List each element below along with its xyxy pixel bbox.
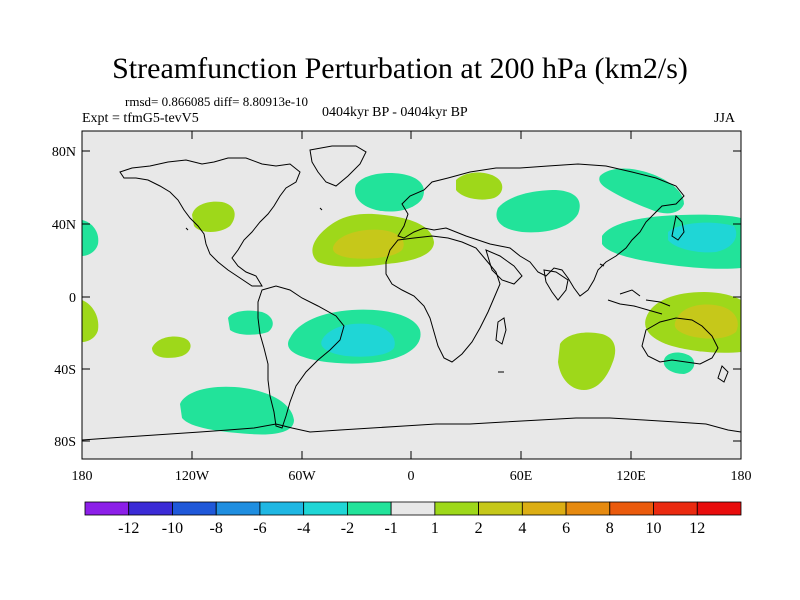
colorbar-box	[259, 501, 305, 516]
coast-north-america	[119, 157, 301, 287]
anomaly-east-asia	[599, 168, 684, 214]
x-tick-label: 120E	[616, 469, 646, 484]
anomaly-left-edge-south	[82, 300, 99, 342]
colorbar-label: 2	[475, 520, 483, 537]
season-label: JJA	[714, 111, 736, 126]
colorbar-box	[696, 501, 742, 516]
colorbar-box	[478, 501, 523, 516]
coast-eurasia	[397, 163, 685, 297]
anomaly-southern-ocean	[180, 386, 294, 435]
stats-line: rmsd= 0.866085 diff= 8.80913e-10	[125, 94, 309, 109]
tick-marks	[82, 131, 741, 459]
anomaly-north-europe	[354, 173, 424, 212]
colorbar-label: 8	[606, 520, 614, 537]
anomaly-indian-ocean	[558, 332, 616, 390]
y-tick-label: 40S	[54, 363, 76, 378]
x-tick-label: 180	[72, 469, 93, 484]
figure-title: Streamfunction Perturbation at 200 hPa (…	[112, 52, 688, 85]
colorbar-box	[84, 501, 130, 516]
coast-new-zealand	[717, 365, 729, 383]
coast-arabia	[485, 249, 523, 285]
coast-greenland	[309, 145, 367, 187]
x-tick-label: 60W	[288, 469, 316, 484]
coastlines	[81, 145, 742, 441]
colorbar-label: 12	[689, 520, 705, 537]
anomaly-fields	[82, 168, 741, 435]
colorbar-label: -4	[297, 520, 310, 537]
anomaly-scandinavia	[456, 172, 503, 200]
colorbar-label: -12	[118, 520, 139, 537]
coast-india	[543, 269, 569, 301]
coast-small-islands	[185, 207, 605, 373]
x-tick-label: 60E	[510, 469, 533, 484]
period-label: 0404kyr BP - 0404kyr BP	[322, 105, 468, 120]
colorbar-label: -2	[341, 520, 354, 537]
y-tick-label: 0	[69, 291, 76, 306]
anomaly-central-pacific	[192, 201, 235, 232]
colorbar-box	[565, 501, 611, 516]
coast-africa	[385, 235, 501, 363]
anomaly-australia-core	[674, 304, 738, 339]
anomaly-tasman	[663, 352, 695, 374]
colorbar-label: -1	[384, 520, 397, 537]
anomaly-north-pacific-core	[668, 222, 737, 253]
colorbar-box	[346, 501, 392, 516]
colorbar-box	[653, 501, 698, 516]
x-tick-label: 120W	[175, 469, 210, 484]
colorbar-label: -6	[253, 520, 266, 537]
anomaly-south-pacific-east	[228, 310, 273, 335]
coast-australia	[641, 317, 719, 365]
colorbar-label: 10	[646, 520, 662, 537]
experiment-label: Expt = tfmG5-tevV5	[82, 111, 199, 126]
colorbar-label: 6	[562, 520, 570, 537]
colorbar-box	[521, 501, 567, 516]
colorbar-box	[390, 501, 436, 516]
y-tick-label: 40N	[52, 218, 76, 233]
colorbar-label: 4	[518, 520, 526, 537]
x-tick-label: 180	[731, 469, 752, 484]
colorbar-box	[128, 501, 173, 516]
colorbar-box	[303, 501, 348, 516]
anomaly-south-atlantic-core	[321, 323, 395, 357]
coast-antarctica	[81, 417, 742, 441]
colorbar-label: -8	[210, 520, 223, 537]
colorbar-labels: -12 -10 -8 -6 -4 -2 -1 1 2 4 6 8 10 12	[118, 520, 705, 537]
anomaly-left-edge-north	[82, 220, 99, 256]
colorbar-box	[172, 501, 217, 516]
anomaly-north-atlantic-core	[332, 229, 404, 259]
anomaly-south-pacific-small	[152, 336, 191, 358]
colorbar-box	[215, 501, 261, 516]
coast-south-america	[257, 285, 345, 429]
y-tick-label: 80S	[54, 435, 76, 450]
y-tick-label: 80N	[52, 145, 76, 160]
colorbar-label: -10	[162, 520, 183, 537]
colorbar-label: 1	[431, 520, 439, 537]
colorbar-box	[609, 501, 654, 516]
colorbar-box	[434, 501, 479, 516]
x-tick-label: 0	[408, 469, 415, 484]
coast-japan	[671, 214, 685, 241]
colorbar	[84, 501, 742, 516]
coast-indonesia	[607, 289, 671, 315]
coast-madagascar	[495, 317, 507, 345]
anomaly-central-asia	[496, 190, 580, 233]
